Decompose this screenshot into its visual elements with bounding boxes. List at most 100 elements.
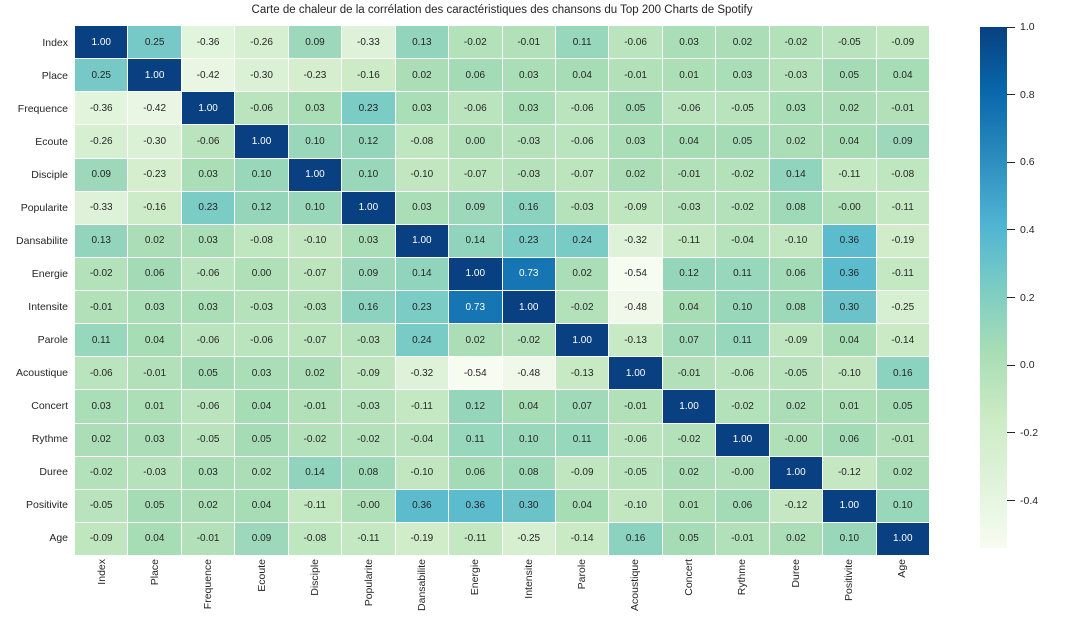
heatmap-cell: 0.04 [662, 291, 716, 324]
heatmap-cell: -0.01 [128, 357, 181, 390]
heatmap-cell: 0.06 [128, 257, 181, 290]
x-tick-label: Concert [682, 559, 695, 596]
heatmap-cell: -0.13 [609, 324, 662, 357]
heatmap-cell: 1.00 [876, 522, 929, 555]
colorbar-tick-mark [1007, 161, 1015, 163]
heatmap-cell: 1.00 [75, 26, 128, 59]
y-tick-label: Positivite [25, 499, 68, 512]
heatmap-cell: 0.04 [555, 59, 609, 92]
heatmap-cell: 0.02 [823, 92, 876, 125]
heatmap-cell: 0.23 [395, 291, 449, 324]
x-tick-label: Frequence [202, 559, 215, 610]
y-tick-label: Intensite [28, 301, 68, 314]
heatmap-cell: 0.03 [181, 291, 235, 324]
heatmap-cell: -0.01 [288, 390, 342, 423]
x-tick-label: Energie [469, 559, 482, 596]
heatmap-cell: -0.02 [502, 324, 555, 357]
y-tick-label: Dansabilite [16, 234, 68, 247]
heatmap-cell: -0.08 [235, 224, 288, 257]
heatmap-cell: 0.04 [823, 324, 876, 357]
y-tick-label: Disciple [31, 168, 68, 181]
heatmap-cell: 0.12 [342, 125, 395, 158]
heatmap-cell: 0.05 [662, 522, 716, 555]
heatmap-cell: 0.02 [235, 456, 288, 489]
x-tick-label: Index [95, 559, 108, 585]
colorbar-tick-mark [1007, 297, 1015, 299]
heatmap-cell: 0.25 [128, 26, 181, 59]
heatmap-grid: 1.00 0.25 -0.36 -0.26 0.09 -0.33 0.13 -0.02 -0.0… [75, 26, 929, 555]
heatmap-cell: -0.06 [609, 423, 662, 456]
x-tick-label: Rythme [736, 559, 749, 596]
heatmap-cell: -0.26 [75, 125, 128, 158]
heatmap-cell: -0.11 [876, 257, 929, 290]
x-tick-label: Parole [576, 559, 589, 590]
heatmap-cell: -0.14 [555, 522, 609, 555]
heatmap-cell: 0.05 [823, 59, 876, 92]
heatmap-cell: 0.06 [449, 456, 502, 489]
colorbar-tick-label: 0.6 [1020, 156, 1035, 169]
heatmap-cell: 0.05 [716, 125, 769, 158]
heatmap-cell: 0.73 [502, 257, 555, 290]
heatmap-cell: -0.30 [128, 125, 181, 158]
heatmap-cell: 0.02 [449, 324, 502, 357]
heatmap-cell: -0.01 [609, 59, 662, 92]
colorbar-tick: 0.8 [1007, 89, 1035, 101]
heatmap-cell: 0.03 [342, 224, 395, 257]
y-tick-label: Acoustique [16, 367, 68, 380]
heatmap-cell: -0.02 [342, 423, 395, 456]
heatmap-cell: -0.11 [449, 522, 502, 555]
heatmap-cell: 0.23 [181, 191, 235, 224]
heatmap-cell: 0.16 [609, 522, 662, 555]
heatmap-cell: 0.03 [395, 191, 449, 224]
heatmap-cell: -0.00 [716, 456, 769, 489]
x-tick-label: Acoustique [629, 559, 642, 611]
y-tick-label: Age [49, 532, 68, 545]
x-tick-label: Popularite [362, 559, 375, 607]
heatmap-cell: 0.02 [609, 158, 662, 191]
heatmap-cell: 0.03 [128, 291, 181, 324]
heatmap-cell: -0.07 [288, 257, 342, 290]
heatmap-cell: 1.00 [609, 357, 662, 390]
heatmap-cell: 0.16 [342, 291, 395, 324]
y-tick-label: Frequence [17, 102, 68, 115]
y-tick-label: Energie [31, 267, 68, 280]
heatmap-cell: -0.03 [662, 191, 716, 224]
heatmap-cell: -0.42 [128, 92, 181, 125]
heatmap-cell: 1.00 [395, 224, 449, 257]
heatmap-cell: -0.06 [555, 92, 609, 125]
heatmap-cell: -0.05 [75, 489, 128, 522]
heatmap-cell: 0.02 [395, 59, 449, 92]
heatmap-cell: -0.01 [876, 92, 929, 125]
heatmap-cell: 1.00 [128, 59, 181, 92]
heatmap-cell: -0.03 [769, 59, 823, 92]
heatmap-cell: 0.24 [555, 224, 609, 257]
heatmap-cell: 0.14 [395, 257, 449, 290]
heatmap-cell: -0.10 [609, 489, 662, 522]
heatmap-cell: 0.06 [823, 423, 876, 456]
heatmap-cell: 0.12 [449, 390, 502, 423]
colorbar-tick: 1.0 [1007, 21, 1035, 33]
heatmap-cell: -0.03 [342, 390, 395, 423]
heatmap-cell: -0.02 [555, 291, 609, 324]
heatmap-cell: 0.02 [769, 125, 823, 158]
heatmap-cell: -0.05 [609, 456, 662, 489]
heatmap-cell: 0.14 [288, 456, 342, 489]
heatmap-cell: 0.09 [288, 26, 342, 59]
colorbar-tick-label: 0.0 [1020, 359, 1035, 372]
heatmap-cell: 0.04 [128, 324, 181, 357]
heatmap-cell: -0.11 [662, 224, 716, 257]
colorbar-tick-label: -0.4 [1020, 494, 1039, 507]
y-tick-label: Rythme [31, 433, 68, 446]
heatmap-cell: -0.03 [128, 456, 181, 489]
heatmap-cell: -0.33 [75, 191, 128, 224]
y-tick-label: Popularite [20, 201, 68, 214]
heatmap-cell: 0.11 [449, 423, 502, 456]
colorbar-tick-mark [1007, 432, 1015, 434]
heatmap-cell: 0.00 [235, 257, 288, 290]
heatmap-cell: -0.02 [75, 456, 128, 489]
heatmap-cell: 1.00 [235, 125, 288, 158]
heatmap-cell: 0.05 [876, 390, 929, 423]
heatmap-cell: -0.02 [75, 257, 128, 290]
heatmap-cell: -0.36 [181, 26, 235, 59]
